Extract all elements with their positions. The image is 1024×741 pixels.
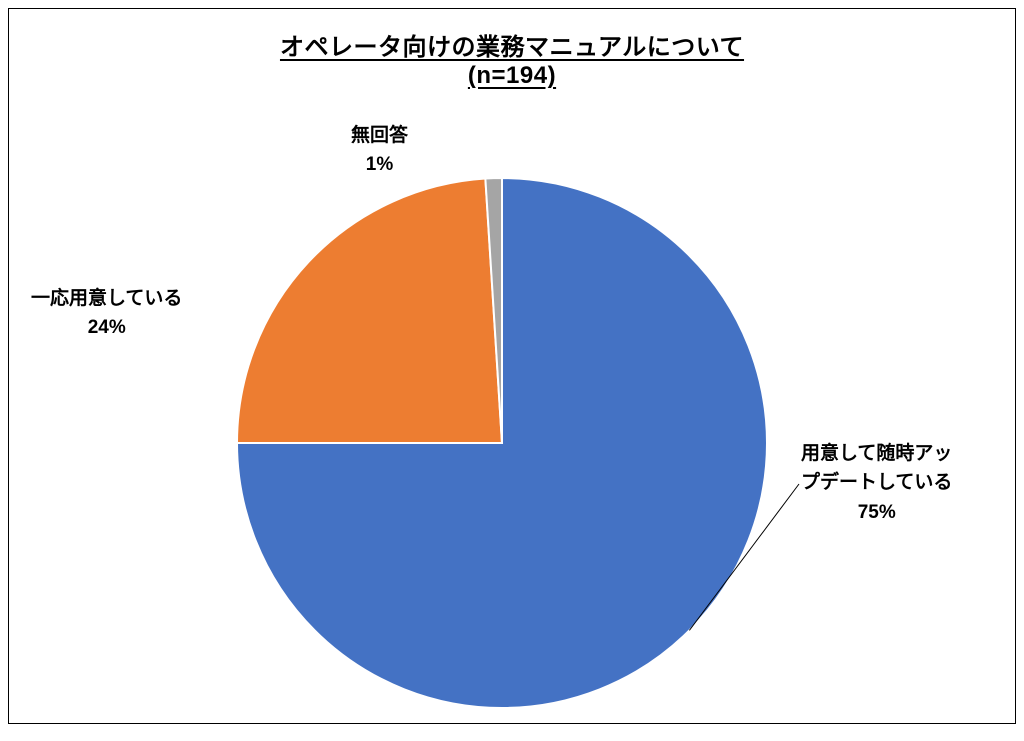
slice-label-text: 無回答 xyxy=(351,121,408,150)
slice-label-prepared_and_updating: 用意して随時アップデートしている75% xyxy=(801,439,952,527)
pie-chart-container: オペレータ向けの業務マニュアルについて (n=194) 用意して随時アップデート… xyxy=(8,8,1016,724)
slice-label-text: 用意して随時アッ xyxy=(801,439,952,468)
slice-label-no_answer: 無回答1% xyxy=(351,121,408,180)
pie-slice-somewhat_prepared xyxy=(237,179,502,443)
slice-label-somewhat_prepared: 一応用意している24% xyxy=(31,284,182,343)
pie-plot xyxy=(9,9,1024,741)
slice-label-text: プデートしている xyxy=(801,468,952,497)
slice-label-percent: 24% xyxy=(31,313,182,342)
slice-label-percent: 75% xyxy=(801,498,952,527)
slice-label-text: 一応用意している xyxy=(31,284,182,313)
slice-label-percent: 1% xyxy=(351,150,408,179)
